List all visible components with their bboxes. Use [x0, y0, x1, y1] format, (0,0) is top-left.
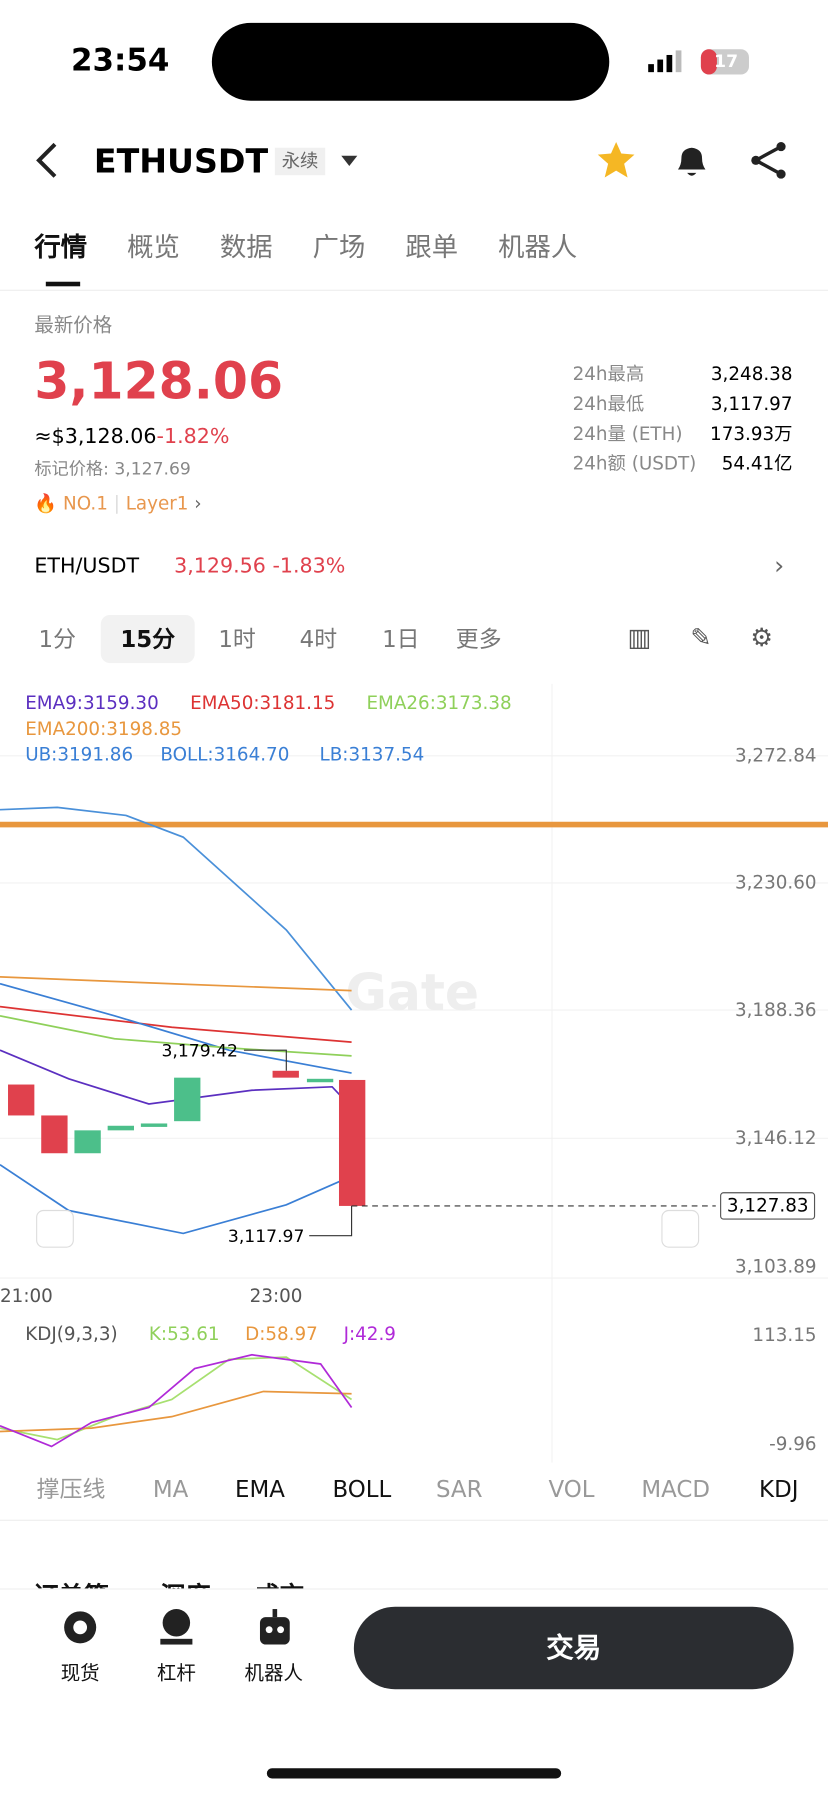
indicator-tab[interactable]: VOL [548, 1475, 595, 1503]
tab-underline [45, 281, 81, 287]
interval[interactable]: 1分 [38, 625, 77, 653]
kdj-label: K:53.61 [148, 1322, 220, 1345]
y-axis-label: 3,146.12 [734, 1126, 817, 1149]
high-label: 3,179.42 [161, 1040, 238, 1062]
sector[interactable]: Layer1 [125, 492, 189, 515]
x-axis-label: 21:00 [0, 1284, 53, 1307]
trade-button[interactable] [353, 1606, 794, 1690]
bottom-item[interactable]: 杠杆 [156, 1662, 196, 1686]
ema-label: EMA26:3173.38 [366, 691, 512, 714]
interval[interactable]: 1时 [218, 625, 256, 653]
ema-label: EMA50:3181.15 [190, 691, 336, 714]
tab[interactable]: 机器人 [498, 233, 578, 263]
chart: Gate [0, 683, 828, 1463]
usd-price: ≈$3,128.06 [34, 424, 157, 449]
stat-label: 24h最高 [572, 363, 645, 385]
kdj-label: J:42.9 [343, 1322, 396, 1345]
interval[interactable]: 4时 [299, 625, 338, 653]
ema-label: EMA200:3198.85 [25, 718, 183, 740]
spot-price: 3,129.56 [174, 554, 266, 579]
dynamic-island [211, 22, 610, 101]
indicator-tab[interactable]: SAR [435, 1475, 483, 1503]
indicator-tab[interactable]: MACD [641, 1475, 711, 1503]
kdj-label: D:58.97 [245, 1322, 318, 1345]
trade-label[interactable]: 交易 [546, 1631, 602, 1665]
interval[interactable]: 1日 [382, 625, 420, 653]
stat-label: 24h额 (USDT) [572, 452, 697, 475]
indicator-tab[interactable]: BOLL [332, 1475, 392, 1503]
y-axis-label: 3,188.36 [734, 998, 817, 1021]
kdj-label: KDJ(9,3,3) [25, 1322, 118, 1345]
boll-label: LB:3137.54 [319, 743, 425, 766]
indicator-tab[interactable]: MA [152, 1475, 189, 1503]
bottom-item[interactable]: 现货 [60, 1662, 100, 1686]
stat-value: 3,248.38 [710, 363, 793, 385]
header-icons[interactable] [596, 140, 791, 181]
y-axis-label: 3,272.84 [734, 744, 817, 767]
change: -1.82% [156, 424, 230, 449]
stat-label: 24h量 (ETH) [572, 422, 683, 445]
back[interactable] [32, 140, 66, 181]
status-icons [648, 49, 749, 75]
clock: 23:54 [71, 42, 170, 79]
spot-pair[interactable]: ETH/USDT [34, 554, 140, 579]
y-axis-label: 3,230.60 [734, 871, 817, 894]
last-price: 3,128.06 [34, 352, 284, 412]
stat-value: 54.41亿 [721, 452, 793, 475]
interval[interactable]: 更多 [455, 625, 502, 653]
x-axis-label: 23:00 [249, 1284, 303, 1307]
stat-value: 173.93万 [710, 422, 793, 445]
tab[interactable]: 跟单 [405, 233, 459, 263]
svg-text:Gate: Gate [345, 963, 479, 1022]
tab[interactable]: 数据 [219, 233, 273, 263]
stat-value: 3,117.97 [710, 392, 793, 415]
chevron: › [774, 552, 785, 581]
current-price: 3,127.83 [720, 1192, 816, 1220]
stat-label: 24h最低 [572, 392, 645, 415]
boll-label: UB:3191.86 [25, 743, 134, 766]
tab[interactable]: 概览 [127, 233, 180, 263]
tab[interactable]: 广场 [312, 233, 366, 263]
indicator-tab[interactable]: 撑压线 [36, 1475, 106, 1503]
interval-selected [100, 614, 195, 664]
tag: 永续 [274, 147, 326, 176]
kdj-axis-label: -9.96 [769, 1432, 817, 1455]
bottom-icons [64, 1609, 290, 1645]
kdj-axis-label: 113.15 [752, 1323, 817, 1346]
chart-tools[interactable]: ▥✎⚙ [627, 624, 812, 653]
low-label: 3,117.97 [227, 1225, 305, 1247]
y-axis-label: 3,103.89 [734, 1255, 817, 1277]
indicator-tab[interactable]: KDJ [759, 1475, 799, 1503]
price-label: 最新价格 [34, 314, 113, 338]
interval[interactable]: 15分 [120, 625, 176, 653]
dropdown[interactable] [339, 153, 360, 167]
home-indicator [266, 1768, 562, 1779]
ema-label: EMA9:3159.30 [25, 691, 159, 714]
divider [0, 1519, 828, 1521]
indicator-tab[interactable]: EMA [235, 1475, 285, 1503]
boll-label: BOLL:3164.70 [160, 743, 290, 766]
rank: NO.1 [63, 492, 108, 515]
battery: 17 [714, 50, 739, 72]
spot-change: -1.83% [272, 554, 346, 579]
mark-price: 标记价格: 3,127.69 [34, 458, 191, 480]
bottom-item[interactable]: 机器人 [244, 1662, 303, 1686]
divider [0, 289, 828, 291]
symbol: ETHUSDT [93, 141, 269, 181]
tab[interactable]: 行情 [34, 233, 88, 263]
